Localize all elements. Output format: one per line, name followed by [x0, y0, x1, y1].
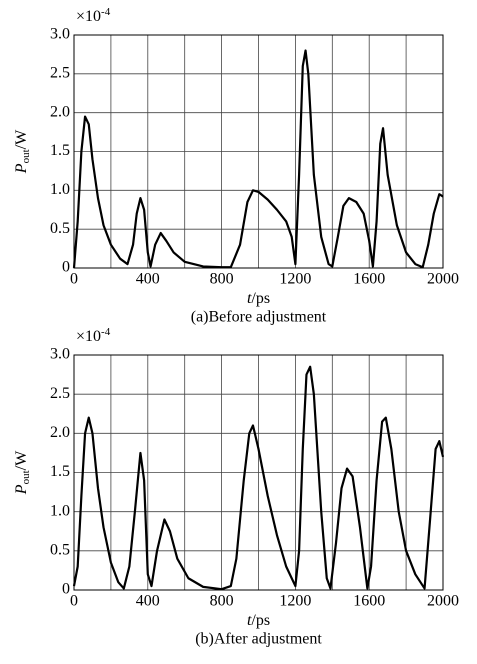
- x-tick-label: 1600: [353, 271, 385, 288]
- x-axis-label: t/ps: [247, 290, 270, 307]
- line-series: [72, 365, 445, 591]
- line-series: [72, 49, 444, 269]
- y-label-sub: out: [20, 149, 32, 163]
- x-tick-label: 400: [136, 593, 160, 610]
- x-tick-label: 0: [70, 271, 78, 288]
- chart: 0 0.5 1.0 1.5 2.0 2.5 3.0 0 400 800 1200 1600 2000 ×1…: [13, 326, 459, 648]
- y-tick-label: 2.5: [50, 65, 70, 82]
- y-tick-label: 1.0: [50, 502, 70, 519]
- y-label-main: P: [13, 484, 30, 495]
- y-axis-label: Pout/W: [13, 129, 32, 174]
- y-tick-label: 2.0: [50, 103, 70, 120]
- y-tick-label: 1.5: [50, 142, 70, 159]
- x-tick-label: 1200: [279, 593, 311, 610]
- y-tick-label: 1.0: [50, 181, 70, 198]
- exponent-base: ×10: [76, 328, 101, 345]
- x-tick-label: 400: [136, 271, 160, 288]
- exponent: ×10-4: [76, 326, 111, 345]
- y-label-unit: /W: [13, 450, 30, 470]
- exponent-power: -4: [101, 6, 111, 18]
- x-label-unit: /ps: [251, 612, 270, 629]
- x-label-main: t: [247, 290, 252, 307]
- y-label-main: P: [13, 163, 30, 174]
- caption: (a)Before adjustment: [191, 309, 327, 326]
- x-tick-label: 2000: [427, 271, 459, 288]
- y-tick-label: 2.5: [50, 385, 70, 402]
- y-tick-label: 0: [62, 581, 70, 598]
- x-label-main: t: [247, 612, 252, 629]
- y-tick-label: 3.0: [50, 26, 70, 43]
- caption: (b)After adjustment: [195, 631, 322, 648]
- y-label-sub: out: [20, 470, 32, 484]
- exponent-power: -4: [101, 326, 111, 338]
- x-axis-label: t/ps: [247, 612, 270, 629]
- x-tick-label: 2000: [427, 593, 459, 610]
- y-label-unit: /W: [13, 129, 30, 149]
- x-tick-label: 800: [210, 593, 234, 610]
- chart: 0 0.5 1.0 1.5 2.0 2.5 3.0 0 400 800 1200 1600 2000 ×1…: [13, 6, 459, 326]
- x-tick-label: 1600: [353, 593, 385, 610]
- x-tick-label: 800: [210, 271, 234, 288]
- exponent-base: ×10: [76, 8, 101, 25]
- y-tick-label: 3.0: [50, 346, 70, 363]
- y-tick-label: 1.5: [50, 463, 70, 480]
- y-tick-label: 0: [62, 259, 70, 276]
- plot-frame: [73, 34, 444, 269]
- y-tick-label: 0.5: [50, 542, 70, 559]
- x-tick-label: 0: [70, 593, 78, 610]
- exponent: ×10-4: [76, 6, 111, 25]
- x-tick-label: 1200: [279, 271, 311, 288]
- x-label-unit: /ps: [251, 290, 270, 307]
- y-axis-label: Pout/W: [13, 450, 32, 495]
- y-tick-label: 2.0: [50, 424, 70, 441]
- y-tick-label: 0.5: [50, 220, 70, 237]
- plot-frame: [73, 354, 444, 591]
